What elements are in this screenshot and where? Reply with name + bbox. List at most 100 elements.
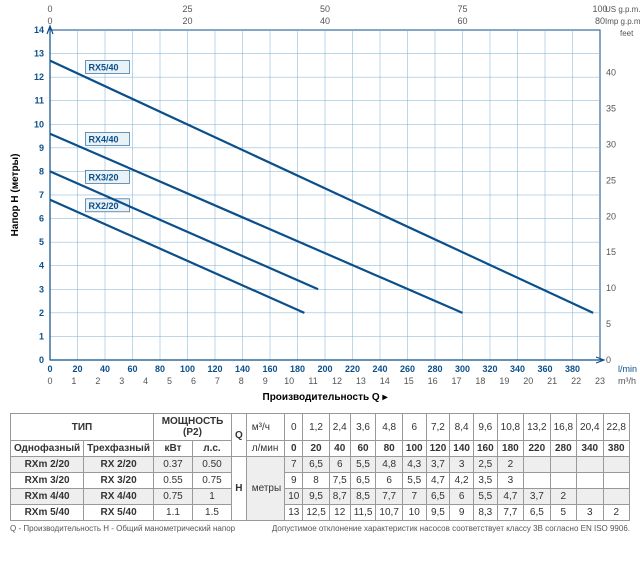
svg-text:100: 100 — [180, 364, 195, 374]
cell-single: RXm 5/40 — [11, 505, 84, 521]
svg-text:20: 20 — [72, 364, 82, 374]
cell-val: 5,5 — [402, 473, 426, 489]
svg-text:40: 40 — [606, 68, 616, 78]
svg-text:15: 15 — [606, 247, 616, 257]
svg-text:RX5/40: RX5/40 — [89, 63, 119, 73]
q-lmin-val: 0 — [285, 441, 303, 457]
svg-text:220: 220 — [345, 364, 360, 374]
svg-text:0: 0 — [47, 376, 52, 386]
hdr-kw: кВт — [154, 441, 193, 457]
cell-val — [577, 457, 603, 473]
cell-val: 2 — [603, 505, 629, 521]
data-table-wrap: ТИПМОЩНОСТЬ (P2)Qм³/ч01,22,43,64,867,28,… — [0, 413, 640, 521]
cell-val: 3 — [577, 505, 603, 521]
cell-val: 9 — [285, 473, 303, 489]
cell-val: 10 — [402, 505, 426, 521]
q-lmin-val: 20 — [303, 441, 329, 457]
svg-text:10: 10 — [284, 376, 294, 386]
cell-val: 3,7 — [524, 489, 550, 505]
q-m3h-val: 1,2 — [303, 414, 329, 441]
svg-text:0: 0 — [47, 364, 52, 374]
svg-text:feet: feet — [620, 29, 634, 38]
cell-val: 7,7 — [497, 505, 523, 521]
hdr-single: Однофазный — [11, 441, 84, 457]
cell-val: 7,5 — [329, 473, 350, 489]
q-m3h-val: 7,2 — [426, 414, 450, 441]
cell-hp: 1.5 — [192, 505, 231, 521]
svg-text:300: 300 — [455, 364, 470, 374]
cell-three: RX 5/40 — [84, 505, 154, 521]
cell-val — [524, 457, 550, 473]
q-lmin-val: 280 — [550, 441, 576, 457]
svg-text:200: 200 — [317, 364, 332, 374]
svg-text:13: 13 — [34, 49, 44, 59]
cell-val: 5 — [550, 505, 576, 521]
cell-val: 8,5 — [350, 489, 376, 505]
q-m3h-val: 2,4 — [329, 414, 350, 441]
svg-text:9: 9 — [263, 376, 268, 386]
hdr-m3h: м³/ч — [246, 414, 284, 441]
svg-text:10: 10 — [606, 283, 616, 293]
cell-val: 4,3 — [402, 457, 426, 473]
cell-kw: 0.55 — [154, 473, 193, 489]
cell-val: 4,7 — [426, 473, 450, 489]
cell-val: 9,5 — [426, 505, 450, 521]
cell-kw: 1.1 — [154, 505, 193, 521]
cell-val: 3 — [497, 473, 523, 489]
q-m3h-val: 22,8 — [603, 414, 629, 441]
cell-single: RXm 4/40 — [11, 489, 84, 505]
cell-val: 2 — [497, 457, 523, 473]
svg-text:40: 40 — [320, 16, 330, 26]
q-lmin-val: 140 — [450, 441, 474, 457]
cell-three: RX 3/20 — [84, 473, 154, 489]
svg-text:60: 60 — [457, 16, 467, 26]
cell-three: RX 2/20 — [84, 457, 154, 473]
svg-text:40: 40 — [100, 364, 110, 374]
svg-text:12: 12 — [34, 72, 44, 82]
svg-text:25: 25 — [606, 175, 616, 185]
svg-text:20: 20 — [606, 211, 616, 221]
cell-val: 7 — [285, 457, 303, 473]
q-m3h-val: 8,4 — [450, 414, 474, 441]
svg-text:RX2/20: RX2/20 — [89, 201, 119, 211]
svg-text:5: 5 — [167, 376, 172, 386]
svg-text:12: 12 — [332, 376, 342, 386]
svg-text:80: 80 — [595, 16, 605, 26]
svg-text:1: 1 — [71, 376, 76, 386]
svg-text:5: 5 — [606, 319, 611, 329]
svg-text:4: 4 — [39, 261, 44, 271]
q-m3h-val: 16,8 — [550, 414, 576, 441]
cell-single: RXm 3/20 — [11, 473, 84, 489]
svg-text:75: 75 — [457, 4, 467, 14]
q-m3h-val: 13,2 — [524, 414, 550, 441]
svg-text:8: 8 — [239, 376, 244, 386]
cell-val: 8,3 — [473, 505, 497, 521]
q-m3h-val: 0 — [285, 414, 303, 441]
performance-chart: 0204060801001201401601802002202402602803… — [0, 0, 640, 410]
cell-val: 12 — [329, 505, 350, 521]
svg-text:18: 18 — [475, 376, 485, 386]
hdr-power: МОЩНОСТЬ (P2) — [154, 414, 232, 441]
svg-text:2: 2 — [39, 308, 44, 318]
svg-text:50: 50 — [320, 4, 330, 14]
svg-text:3: 3 — [119, 376, 124, 386]
svg-text:35: 35 — [606, 104, 616, 114]
hdr-three: Трехфазный — [84, 441, 154, 457]
svg-text:5: 5 — [39, 237, 44, 247]
svg-text:0: 0 — [47, 4, 52, 14]
q-lmin-val: 120 — [426, 441, 450, 457]
q-lmin-val: 60 — [350, 441, 376, 457]
cell-val: 5,5 — [473, 489, 497, 505]
q-m3h-val: 10,8 — [497, 414, 523, 441]
q-m3h-val: 3,6 — [350, 414, 376, 441]
svg-text:21: 21 — [547, 376, 557, 386]
svg-text:25: 25 — [182, 4, 192, 14]
svg-text:240: 240 — [372, 364, 387, 374]
svg-text:Производительность Q ▸: Производительность Q ▸ — [263, 392, 389, 403]
cell-val: 2,5 — [473, 457, 497, 473]
hdr-metry: метры — [246, 457, 284, 521]
svg-text:10: 10 — [34, 119, 44, 129]
svg-text:US g.p.m.: US g.p.m. — [605, 5, 640, 14]
cell-val — [577, 473, 603, 489]
svg-text:16: 16 — [428, 376, 438, 386]
